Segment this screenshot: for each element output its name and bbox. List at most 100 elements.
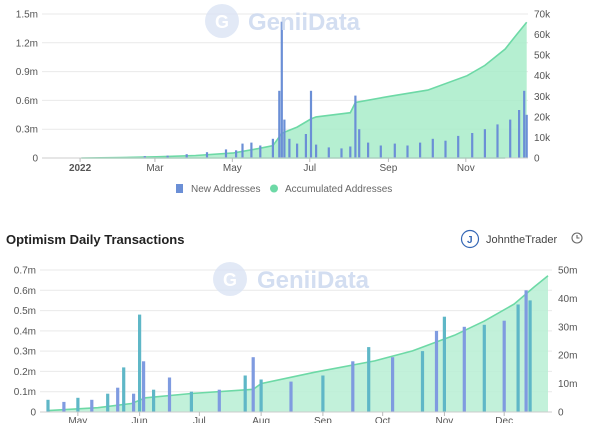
chart1-bar	[358, 129, 361, 158]
legend-label-accumulated-addresses[interactable]: Accumulated Addresses	[285, 184, 392, 195]
chart1-bar	[496, 124, 499, 158]
chart2-bar	[106, 393, 110, 412]
chart2-bar	[502, 320, 506, 412]
chart2-right-tick-label: 20m	[558, 351, 577, 362]
chart2-right-tick-label: 10m	[558, 379, 577, 390]
chart2-left-tick-label: 0	[30, 408, 36, 419]
chart1-bar	[340, 148, 343, 158]
chart2-right-tick-label: 30m	[558, 322, 577, 333]
chart1-bar	[283, 119, 286, 158]
chart1-area-fill	[81, 22, 527, 159]
chart2-right-tick-label: 50m	[558, 266, 577, 277]
chart2-right-axis: 50m 40m 30m 20m 10m 0	[558, 266, 577, 419]
chart1-bar	[327, 147, 330, 158]
chart1-bar	[419, 142, 422, 158]
chart2-bar	[321, 375, 325, 412]
chart2-left-axis: 0.7m 0.6m 0.5m 0.4m 0.3m 0.2m 0.1m 0	[14, 266, 37, 419]
chart1-x-tick-label: Sep	[380, 163, 398, 174]
chart2-bar	[259, 379, 263, 412]
chart1-bar	[367, 142, 370, 158]
chart1-bar	[518, 110, 521, 158]
chart1-x-axis: 2022 Mar May Jul Sep Nov	[42, 157, 528, 174]
chart1-left-tick-label: 0.6m	[16, 96, 38, 107]
clock-icon[interactable]	[571, 232, 583, 244]
chart1-right-axis: 70k 60k 50k 40k 30k 20k 10k 0	[534, 10, 551, 165]
chart2-left-tick-label: 0.4m	[14, 326, 36, 337]
chart1-bar	[185, 154, 188, 158]
chart1-bar	[250, 142, 253, 158]
chart1-bar	[235, 150, 238, 158]
chart1-bar	[224, 149, 228, 158]
chart1-bar	[379, 145, 382, 158]
chart2-bar	[189, 391, 193, 412]
chart1-bar	[525, 114, 528, 158]
author-name[interactable]: JohntheTrader	[486, 234, 557, 246]
chart1-left-tick-label: 1.5m	[16, 10, 38, 21]
chart1-right-tick-label: 70k	[534, 10, 551, 21]
geniidata-logo-icon	[205, 4, 239, 38]
chart1-right-tick-label: 60k	[534, 30, 551, 41]
chart1-x-tick-label: Nov	[457, 163, 475, 174]
legend-label-new-addresses[interactable]: New Addresses	[191, 184, 260, 195]
chart2-left-tick-label: 0.7m	[14, 266, 36, 277]
chart1-bar	[278, 90, 281, 158]
chart2-bar	[122, 367, 126, 412]
chart1-bars	[143, 21, 528, 159]
chart2-x-tick-label: Sep	[314, 416, 332, 423]
chart2-x-tick-label: Jun	[132, 416, 148, 423]
chart2-bar	[516, 304, 520, 412]
chart2-x-axis: May Jun Jul Aug Sep Oct Nov Dec	[40, 411, 552, 423]
chart1-bar	[471, 133, 474, 158]
chart1-right-tick-label: 0	[534, 154, 540, 165]
chart2-right-tick-label: 40m	[558, 294, 577, 305]
chart1-right-tick-label: 50k	[534, 51, 551, 62]
chart2-left-tick-label: 0.2m	[14, 367, 36, 378]
daily-transactions-chart: Optimism Daily Transactions J JohntheTra…	[6, 229, 583, 423]
chart1-right-tick-label: 10k	[534, 133, 551, 144]
author-avatar-icon	[460, 229, 480, 249]
new-addresses-chart: 1.5m 1.2m 0.9m 0.6m 0.3m 0 70k 60k 50k 40k 30k 20k…	[16, 4, 551, 195]
geniidata-logo-icon	[213, 262, 247, 296]
chart1-bar	[271, 138, 274, 158]
chart1-bar	[296, 143, 299, 158]
chart2-x-tick-label: Dec	[495, 416, 513, 423]
chart2-bar	[482, 324, 486, 412]
chart2-bar	[76, 397, 80, 412]
chart2-title: Optimism Daily Transactions	[6, 232, 184, 247]
chart2-bar	[391, 357, 395, 412]
chart2-bar	[62, 401, 66, 412]
chart1-x-tick-label: 2022	[69, 163, 92, 174]
chart1-x-tick-label: May	[223, 163, 242, 174]
chart2-x-tick-label: Jul	[193, 416, 206, 423]
watermark-text: GeniiData	[248, 9, 361, 36]
chart1-bar	[406, 145, 409, 158]
chart1-x-tick-label: Mar	[146, 163, 164, 174]
chart1-legend[interactable]: New Addresses Accumulated Addresses	[176, 184, 392, 195]
chart2-left-tick-label: 0.6m	[14, 286, 36, 297]
chart1-bar	[205, 152, 209, 158]
chart1-bar	[143, 156, 146, 158]
chart1-bar	[309, 90, 313, 158]
chart1-left-tick-label: 0	[32, 154, 38, 165]
chart1-bar	[288, 138, 291, 158]
author-badge[interactable]: J JohntheTrader	[460, 229, 558, 249]
chart2-bar	[351, 361, 355, 412]
chart1-bar	[523, 90, 526, 158]
chart2-bar	[142, 361, 146, 412]
chart2-bar	[524, 290, 528, 412]
legend-swatch-accumulated-addresses	[270, 184, 278, 193]
chart2-area-line	[47, 275, 549, 412]
chart1-bar	[280, 21, 283, 159]
chart2-bar	[420, 351, 425, 412]
legend-swatch-new-addresses	[176, 184, 183, 193]
chart2-bar	[167, 377, 172, 412]
chart1-bar	[431, 138, 434, 158]
geniidata-logo-glyph: G	[215, 12, 229, 32]
chart1-bar	[354, 95, 357, 158]
chart2-bar	[116, 387, 120, 412]
watermark-text: GeniiData	[257, 267, 370, 294]
chart1-bar	[393, 143, 396, 158]
watermark: G GeniiData	[205, 4, 361, 38]
chart2-bar	[462, 326, 466, 412]
